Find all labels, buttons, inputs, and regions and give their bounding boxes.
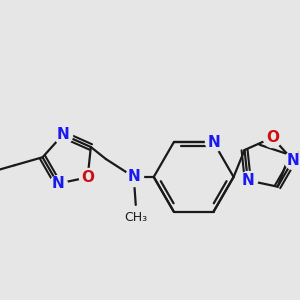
Text: O: O <box>266 130 279 145</box>
Text: N: N <box>242 173 254 188</box>
Text: CH₃: CH₃ <box>124 211 147 224</box>
Text: N: N <box>57 127 69 142</box>
Text: N: N <box>286 153 299 168</box>
Text: O: O <box>81 170 94 185</box>
Text: N: N <box>207 135 220 150</box>
Text: N: N <box>128 169 140 184</box>
Text: N: N <box>51 176 64 191</box>
